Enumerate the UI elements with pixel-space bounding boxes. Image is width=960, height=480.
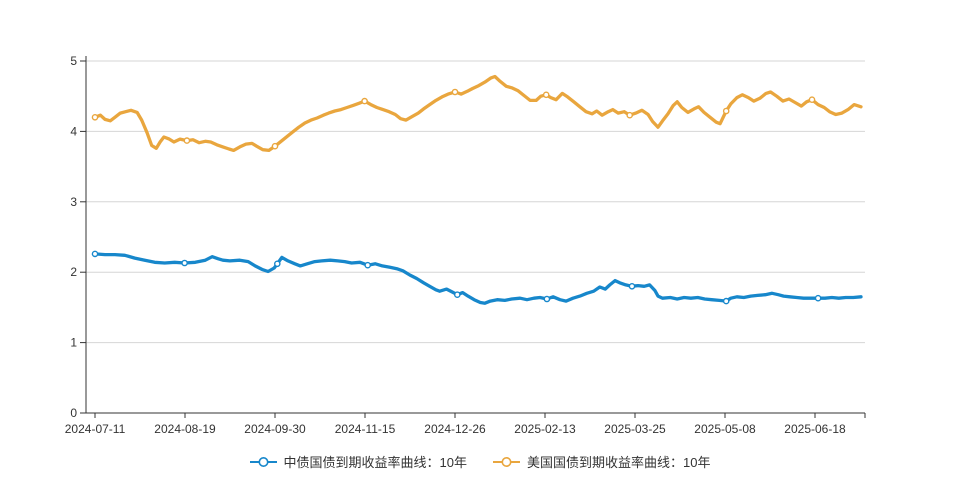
x-axis-label: 2024-11-15 (335, 422, 396, 436)
series-marker-0 (722, 297, 730, 305)
x-axis-label: 2024-07-11 (65, 422, 126, 436)
series-marker-0 (543, 295, 551, 303)
series-line-0 (93, 252, 863, 305)
series-marker-1 (91, 114, 99, 121)
line-circle-icon (249, 457, 277, 467)
y-axis-label: 1 (70, 336, 77, 350)
series-marker-0 (453, 291, 461, 299)
x-axis-label: 2024-08-19 (154, 422, 216, 436)
y-axis-label: 5 (70, 54, 77, 68)
x-axis-label: 2025-06-18 (784, 422, 846, 436)
y-axis-label: 2 (70, 265, 77, 279)
series-marker-0 (364, 261, 372, 269)
x-axis-label: 2025-02-13 (514, 422, 576, 436)
x-axis-label: 2024-12-26 (424, 422, 486, 436)
series-marker-1 (183, 137, 191, 144)
line-circle-icon (493, 457, 520, 467)
series-marker-0 (181, 259, 188, 267)
chart-legend: 中债国债到期收益率曲线：10年 美国国债到期收益率曲线：10年 (0, 449, 960, 475)
legend-label-china-10y: 中债国债到期收益率曲线：10年 (283, 454, 467, 470)
legend-item-us-10y[interactable]: 美国国债到期收益率曲线：10年 (493, 456, 710, 469)
y-axis-label: 0 (70, 406, 77, 420)
series-marker-0 (273, 260, 281, 268)
series-line-1 (93, 74, 863, 153)
x-axis-label: 2025-05-08 (694, 422, 756, 436)
x-axis-label: 2025-03-25 (604, 422, 666, 436)
series-marker-0 (814, 294, 822, 302)
legend-label-us-10y: 美国国债到期收益率曲线：10年 (527, 454, 711, 470)
series-marker-1 (451, 88, 459, 96)
series-marker-0 (91, 250, 99, 258)
y-axis-label: 3 (70, 195, 77, 209)
yield-curve-chart: 0 1 2 3 4 5 2024-07-11 2024-08-19 2024-09-30 2024… (65, 54, 866, 436)
series-marker-0 (628, 282, 636, 290)
series-marker-1 (722, 107, 730, 115)
y-axis-label: 4 (70, 124, 77, 138)
series-marker-1 (808, 96, 816, 103)
chart-canvas: 0 1 2 3 4 5 2024-07-11 2024-08-19 2024-09-30 2024… (65, 54, 866, 436)
series-marker-1 (542, 91, 550, 99)
series-marker-1 (271, 142, 279, 150)
series-marker-1 (361, 97, 368, 105)
series-marker-1 (626, 111, 634, 119)
x-axis-label: 2024-09-30 (244, 422, 306, 436)
legend-item-china-10y[interactable]: 中债国债到期收益率曲线：10年 (249, 454, 467, 470)
